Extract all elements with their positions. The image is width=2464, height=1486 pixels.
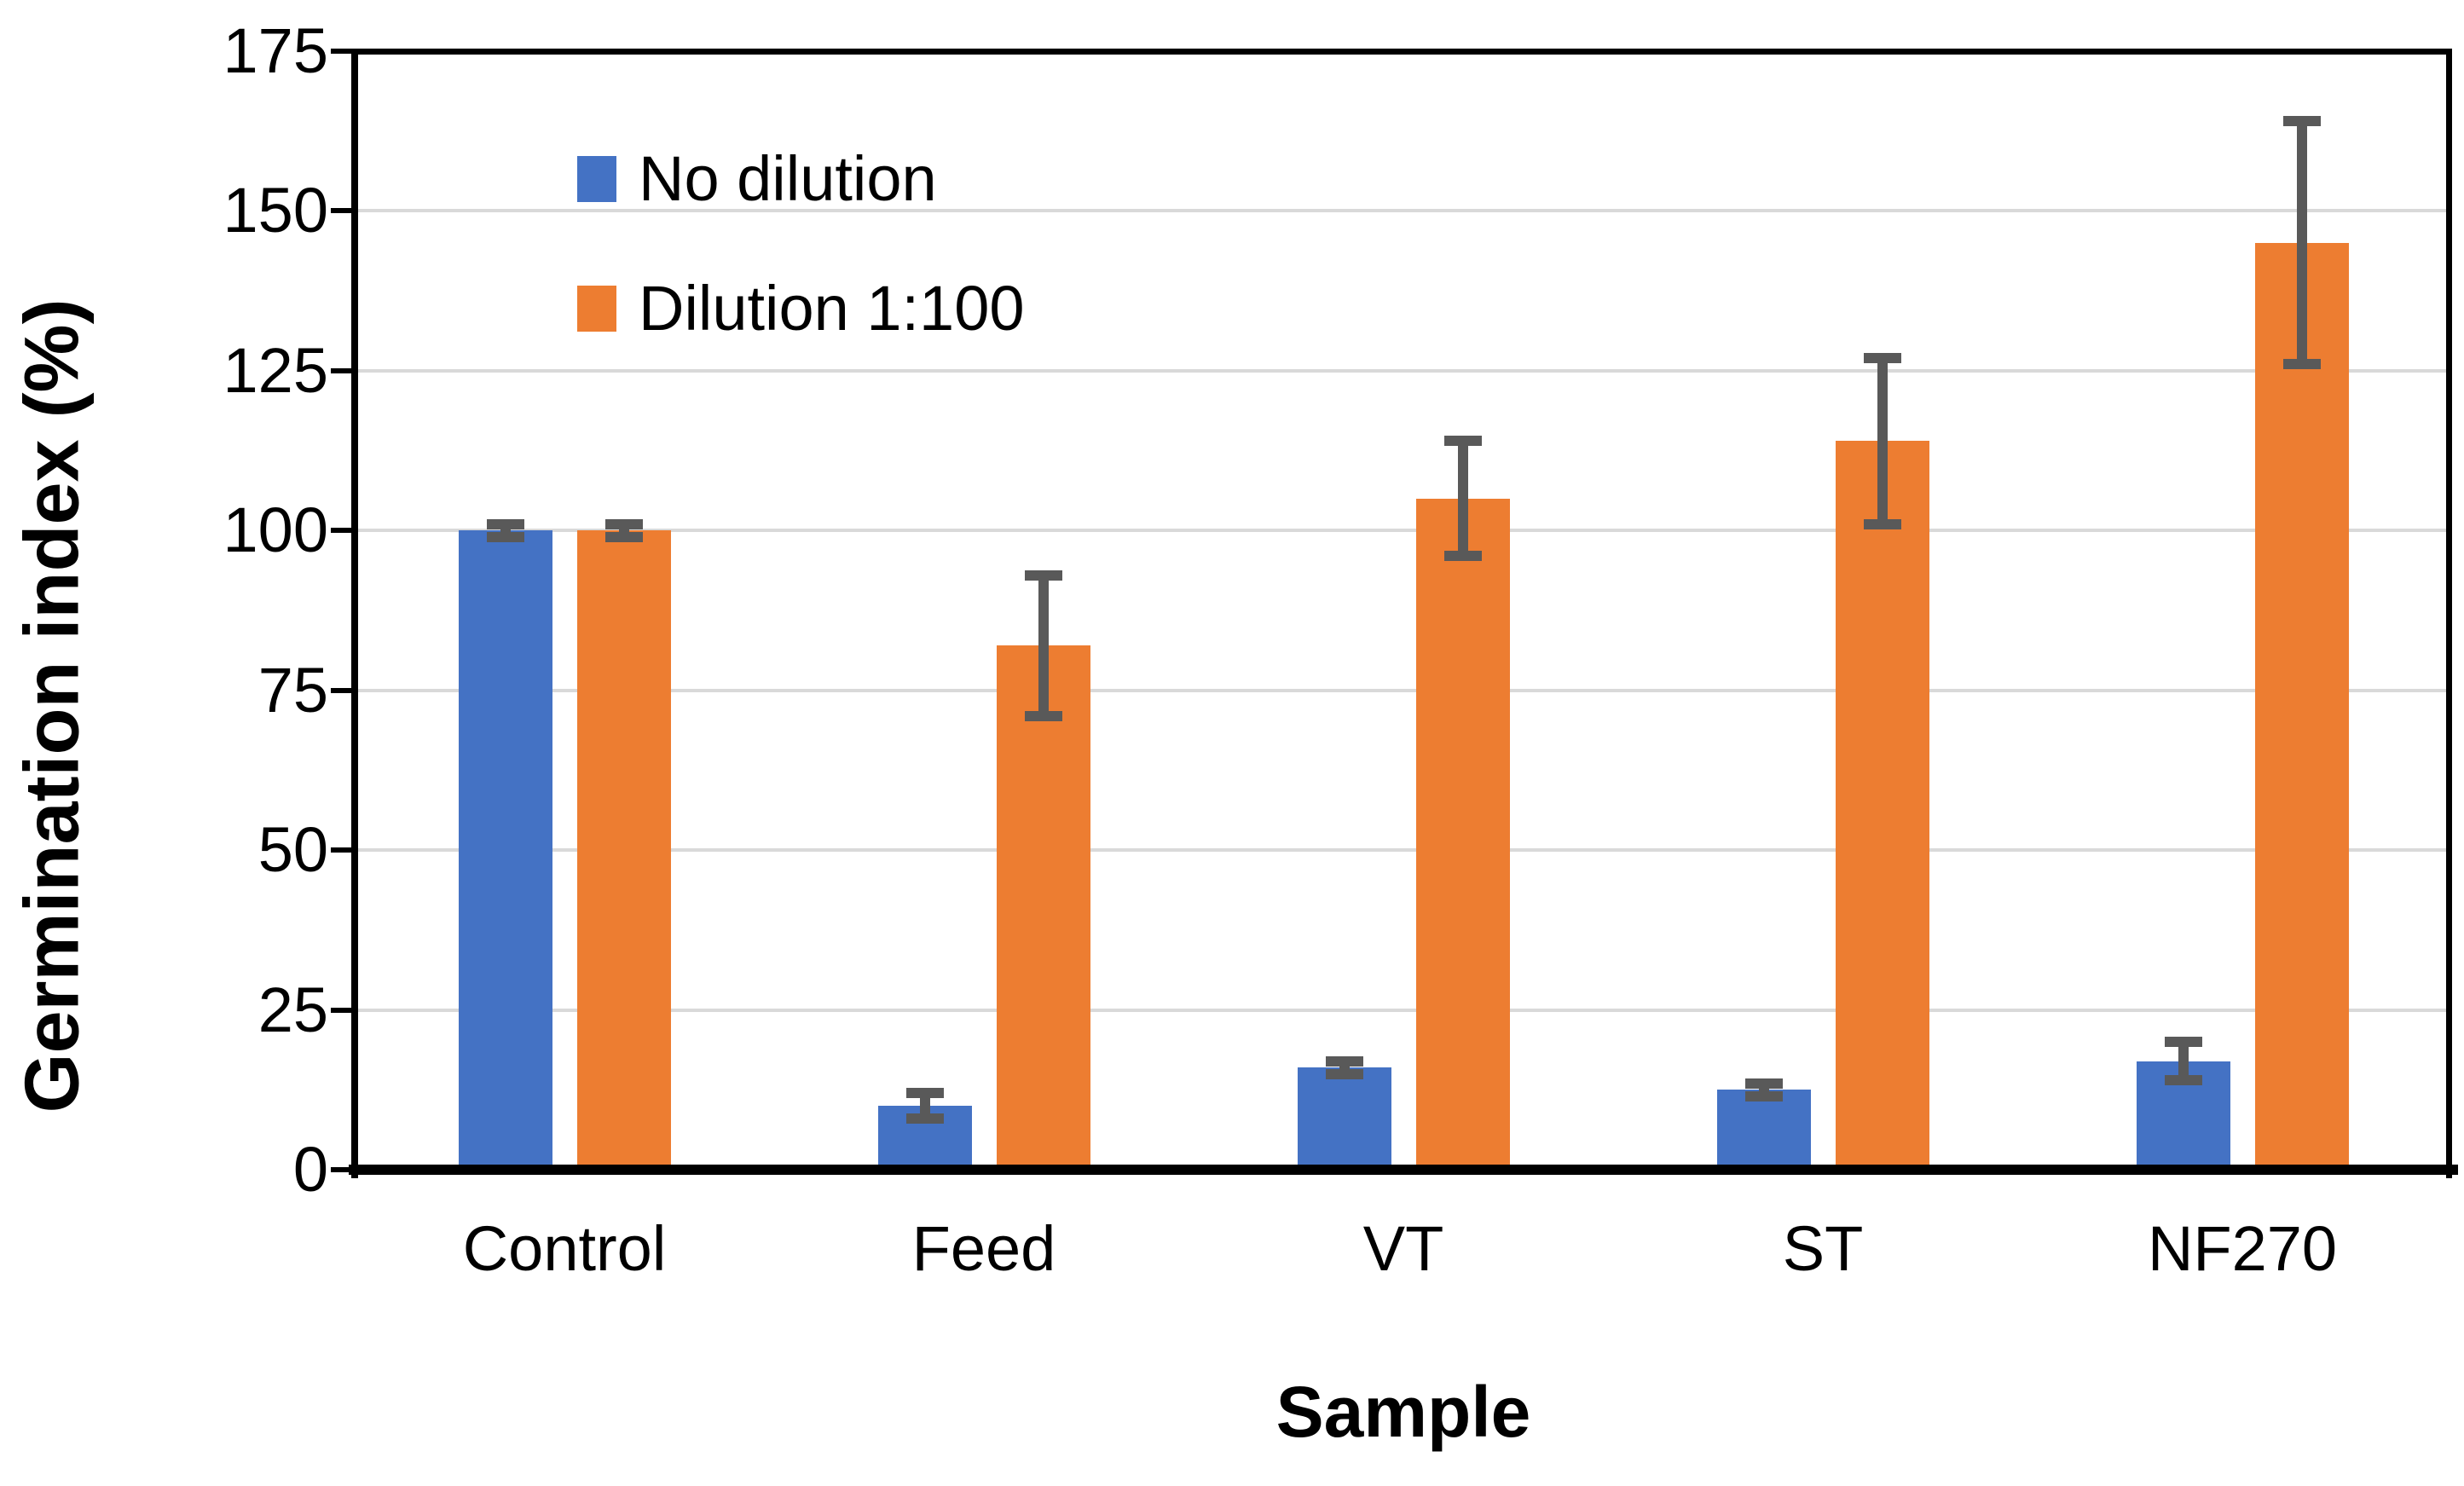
error-bar-dilution-1-100-vt	[1457, 441, 1468, 557]
error-bar-dilution-1-100-st-top-cap	[1863, 352, 1901, 363]
y-tick-label-150: 150	[223, 175, 328, 246]
gridline-150	[358, 209, 2446, 213]
error-bar-no-dilution-nf270-top-cap	[2164, 1037, 2202, 1048]
error-bar-no-dilution-nf270	[2178, 1042, 2189, 1081]
y-tick-100	[331, 528, 353, 534]
legend-label-no-dilution: No dilution	[639, 143, 937, 214]
x-category-label-vt: VT	[1362, 1213, 1444, 1284]
gridline-50	[358, 848, 2446, 853]
error-bar-dilution-1-100-st	[1877, 357, 1888, 524]
error-bar-dilution-1-100-control-top-cap	[604, 518, 643, 529]
error-bar-dilution-1-100-nf270-top-cap	[2282, 116, 2321, 127]
bar-no-dilution-st	[1716, 1090, 1811, 1170]
gridline-100	[358, 529, 2446, 533]
y-tick-50	[331, 847, 353, 853]
legend-entry-no-dilution: No dilution	[577, 147, 937, 211]
y-tick-label-175: 175	[223, 15, 328, 86]
gridline-25	[358, 1008, 2446, 1012]
y-tick-125	[331, 367, 353, 373]
x-category-label-feed: Feed	[911, 1213, 1056, 1284]
error-bar-no-dilution-feed-top-cap	[905, 1088, 944, 1099]
y-tick-25	[331, 1007, 353, 1013]
y-tick-label-50: 50	[257, 814, 328, 886]
error-bar-dilution-1-100-nf270-bottom-cap	[2282, 359, 2321, 370]
error-bar-dilution-1-100-feed-bottom-cap	[1024, 710, 1062, 721]
legend-entry-dilution-1-100: Dilution 1:100	[577, 277, 1025, 340]
error-bar-no-dilution-vt-bottom-cap	[1325, 1068, 1363, 1079]
bar-dilution-1-100-feed	[996, 645, 1090, 1170]
bar-no-dilution-vt	[1297, 1067, 1391, 1170]
gridline-125	[358, 368, 2446, 373]
error-bar-dilution-1-100-vt-top-cap	[1443, 436, 1482, 447]
y-tick-label-100: 100	[223, 494, 328, 566]
error-bar-dilution-1-100-nf270	[2296, 121, 2307, 365]
y-tick-label-125: 125	[223, 334, 328, 406]
legend-swatch-no-dilution	[577, 156, 616, 202]
y-axis-line	[351, 49, 358, 1178]
plot-top-border	[351, 49, 2452, 55]
error-bar-dilution-1-100-feed-top-cap	[1024, 570, 1062, 581]
error-bar-no-dilution-vt-top-cap	[1325, 1055, 1363, 1067]
y-tick-label-25: 25	[257, 974, 328, 1045]
bar-dilution-1-100-nf270	[2254, 242, 2349, 1170]
x-axis-title: Sample	[1275, 1372, 1531, 1452]
error-bar-no-dilution-nf270-bottom-cap	[2164, 1075, 2202, 1086]
y-tick-150	[331, 208, 353, 214]
error-bar-no-dilution-st-top-cap	[1744, 1078, 1783, 1089]
x-category-label-control: Control	[462, 1213, 667, 1284]
x-category-label-nf270: NF270	[2147, 1213, 2338, 1284]
y-tick-0	[331, 1167, 353, 1172]
legend-swatch-dilution-1-100	[577, 286, 616, 332]
y-tick-label-75: 75	[257, 654, 328, 726]
bar-dilution-1-100-control	[576, 530, 671, 1170]
error-bar-no-dilution-control-top-cap	[486, 518, 524, 529]
error-bar-dilution-1-100-feed	[1038, 575, 1049, 716]
y-tick-75	[331, 687, 353, 693]
error-bar-dilution-1-100-st-bottom-cap	[1863, 518, 1901, 529]
x-category-label-st: ST	[1782, 1213, 1864, 1284]
bar-no-dilution-control	[458, 530, 552, 1170]
gridline-75	[358, 688, 2446, 692]
x-axis-line	[349, 1165, 2458, 1175]
bar-dilution-1-100-vt	[1415, 498, 1510, 1170]
y-tick-label-0: 0	[292, 1134, 328, 1205]
y-tick-175	[331, 49, 353, 54]
error-bar-no-dilution-control-bottom-cap	[486, 531, 524, 542]
plot-right-border	[2446, 49, 2452, 1178]
error-bar-no-dilution-st-bottom-cap	[1744, 1090, 1783, 1101]
error-bar-no-dilution-feed-bottom-cap	[905, 1113, 944, 1125]
error-bar-no-dilution-feed	[919, 1093, 930, 1119]
bar-dilution-1-100-st	[1835, 441, 1929, 1170]
error-bar-dilution-1-100-control-bottom-cap	[604, 531, 643, 542]
y-axis-title: Germination index (%)	[9, 298, 95, 1113]
error-bar-dilution-1-100-vt-bottom-cap	[1443, 551, 1482, 562]
legend-label-dilution-1-100: Dilution 1:100	[639, 273, 1025, 344]
